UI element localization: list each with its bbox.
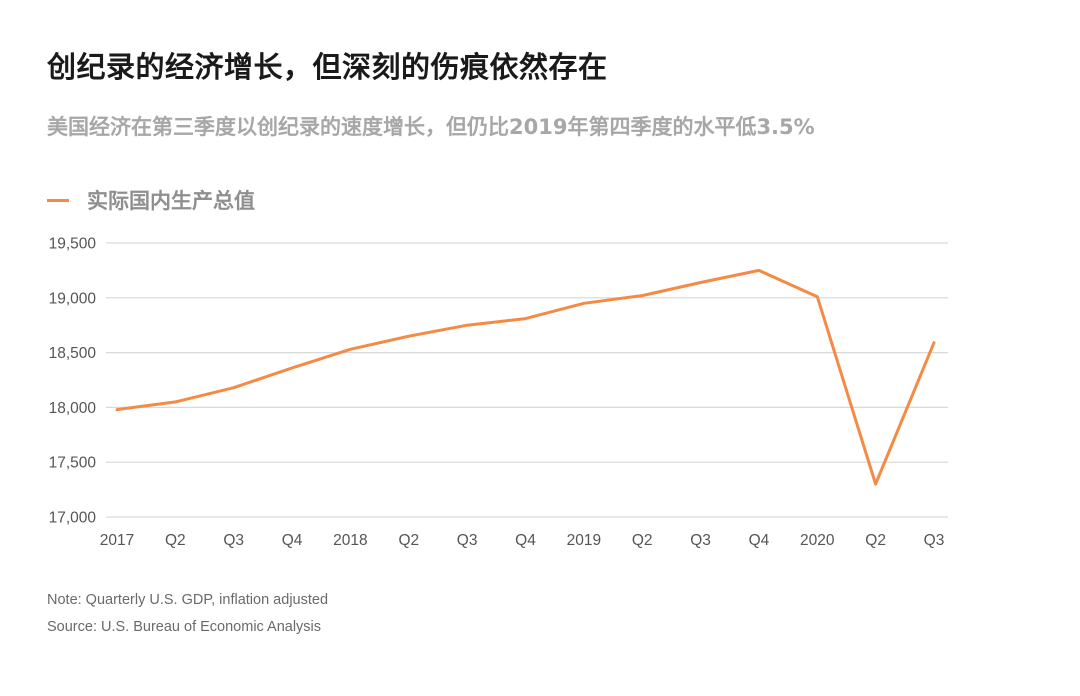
x-tick-label: 2017 — [100, 532, 134, 549]
y-tick-label: 18,500 — [49, 345, 97, 362]
y-tick-label: 19,000 — [49, 290, 97, 307]
chart-title: 创纪录的经济增长，但深刻的伤痕依然存在 — [47, 50, 608, 84]
legend: 实际国内生产总值 — [47, 185, 255, 215]
x-tick-label: 2020 — [800, 532, 835, 549]
legend-label: 实际国内生产总值 — [87, 189, 255, 213]
grid-layer — [106, 242, 948, 518]
x-tick-label: Q3 — [924, 532, 945, 549]
chart-subtitle: 美国经济在第三季度以创纪录的速度增长，但仍比2019年第四季度的水平低3.5% — [47, 115, 815, 139]
legend-swatch — [47, 198, 69, 202]
x-tick-label: 2019 — [567, 532, 601, 549]
x-tick-label: 2018 — [333, 532, 367, 549]
series-line — [115, 268, 936, 486]
x-tick-label: Q2 — [165, 532, 186, 549]
x-tick-label: Q2 — [865, 532, 886, 549]
axis-labels: 17,000 17,500 18,000 18,500 19,000 19,500 2017… — [49, 236, 945, 550]
x-tick-label: Q2 — [632, 532, 653, 549]
series-layer — [115, 268, 936, 486]
y-tick-label: 19,500 — [49, 236, 97, 253]
x-tick-label: Q3 — [223, 532, 244, 549]
x-tick-label: Q4 — [282, 532, 303, 549]
y-tick-label: 17,500 — [49, 455, 97, 472]
x-tick-label: Q4 — [515, 532, 536, 549]
x-tick-label: Q4 — [749, 532, 770, 549]
y-tick-label: 17,000 — [49, 510, 97, 527]
x-tick-label: Q3 — [690, 532, 711, 549]
footnote-source: Source: U.S. Bureau of Economic Analysis — [47, 619, 322, 635]
x-tick-label: Q2 — [398, 532, 419, 549]
x-tick-label: Q3 — [457, 532, 478, 549]
y-tick-label: 18,000 — [49, 400, 97, 417]
footnote-note: Note: Quarterly U.S. GDP, inflation adju… — [47, 592, 329, 608]
